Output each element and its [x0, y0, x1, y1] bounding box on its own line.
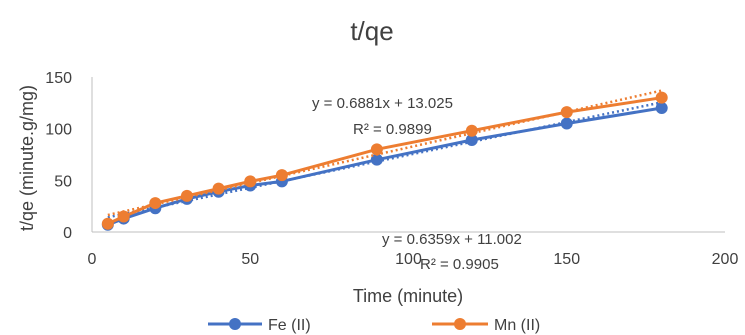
fe-trendline-equation: y = 0.6359x + 11.002: [382, 231, 522, 248]
data-point-mn: [180, 189, 193, 202]
y-axis-title: t/qe (minute.g/mg): [17, 85, 37, 231]
y-tick-label: 50: [54, 173, 72, 190]
legend: Fe (II) Mn (II): [208, 317, 540, 334]
data-point-mn: [275, 169, 288, 182]
data-point-mn: [101, 217, 114, 230]
legend-label-fe: Fe (II): [268, 317, 311, 334]
data-point-mn: [117, 210, 130, 223]
data-point-mn: [149, 197, 162, 210]
data-point-fe: [465, 134, 478, 147]
mn-trendline-equation: y = 0.6881x + 13.025: [312, 95, 453, 112]
chart-title: t/qe: [350, 16, 393, 46]
legend-item-fe: Fe (II): [208, 317, 311, 334]
x-tick-label: 50: [241, 251, 259, 268]
data-point-fe: [370, 153, 383, 166]
y-tick-label: 150: [45, 70, 72, 87]
legend-marker-mn: [454, 318, 466, 330]
x-tick-label: 0: [88, 251, 97, 268]
data-point-mn: [212, 182, 225, 195]
data-point-mn: [560, 106, 573, 119]
x-tick-label: 200: [712, 251, 739, 268]
x-tick-label: 100: [395, 251, 422, 268]
legend-label-mn: Mn (II): [494, 317, 540, 334]
data-point-mn: [655, 91, 668, 104]
y-tick-label: 100: [45, 122, 72, 139]
series-line-mn: [107, 96, 662, 226]
plot-area: 0 50 100 150 200 0 50 100 150: [45, 70, 738, 268]
data-point-mn: [370, 143, 383, 156]
data-point-fe: [560, 117, 573, 130]
data-point-mn: [465, 124, 478, 137]
legend-item-mn: Mn (II): [432, 317, 540, 334]
y-tick-label: 0: [63, 225, 72, 242]
fe-trendline-r2: R² = 0.9905: [420, 256, 499, 273]
mn-trendline-r2: R² = 0.9899: [353, 121, 432, 138]
data-point-mn: [244, 175, 257, 188]
legend-marker-fe: [229, 318, 241, 330]
x-tick-label: 150: [553, 251, 580, 268]
data-point-fe: [655, 102, 668, 114]
x-axis-title: Time (minute): [353, 286, 463, 306]
